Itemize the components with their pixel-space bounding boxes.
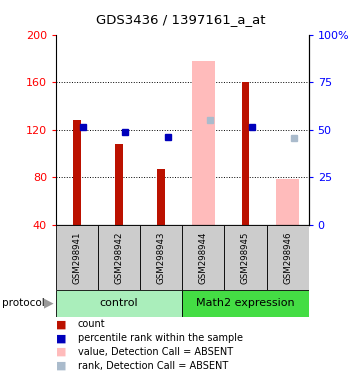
- Bar: [276, 179, 299, 225]
- Text: ▶: ▶: [44, 297, 53, 310]
- Text: ■: ■: [56, 361, 66, 371]
- Bar: [115, 144, 123, 225]
- Text: ■: ■: [56, 347, 66, 357]
- Bar: [56, 225, 98, 290]
- Bar: [182, 225, 225, 290]
- Bar: [56, 290, 182, 317]
- Bar: [266, 225, 309, 290]
- Text: GDS3436 / 1397161_a_at: GDS3436 / 1397161_a_at: [96, 13, 265, 26]
- Bar: [157, 169, 165, 225]
- Bar: [98, 225, 140, 290]
- Text: GSM298942: GSM298942: [115, 231, 123, 283]
- Bar: [73, 120, 81, 225]
- Text: count: count: [78, 319, 105, 329]
- Bar: [242, 82, 249, 225]
- Text: percentile rank within the sample: percentile rank within the sample: [78, 333, 243, 343]
- Text: Math2 expression: Math2 expression: [196, 298, 295, 308]
- Bar: [140, 225, 182, 290]
- Bar: [192, 61, 215, 225]
- Text: protocol: protocol: [2, 298, 44, 308]
- Text: GSM298943: GSM298943: [157, 231, 166, 283]
- Text: ■: ■: [56, 319, 66, 329]
- Text: value, Detection Call = ABSENT: value, Detection Call = ABSENT: [78, 347, 233, 357]
- Bar: [182, 290, 309, 317]
- Text: control: control: [100, 298, 138, 308]
- Text: GSM298941: GSM298941: [73, 231, 82, 283]
- Text: GSM298945: GSM298945: [241, 231, 250, 283]
- Text: ■: ■: [56, 333, 66, 343]
- Text: rank, Detection Call = ABSENT: rank, Detection Call = ABSENT: [78, 361, 228, 371]
- Text: GSM298946: GSM298946: [283, 231, 292, 283]
- Text: GSM298944: GSM298944: [199, 231, 208, 283]
- Bar: [225, 225, 266, 290]
